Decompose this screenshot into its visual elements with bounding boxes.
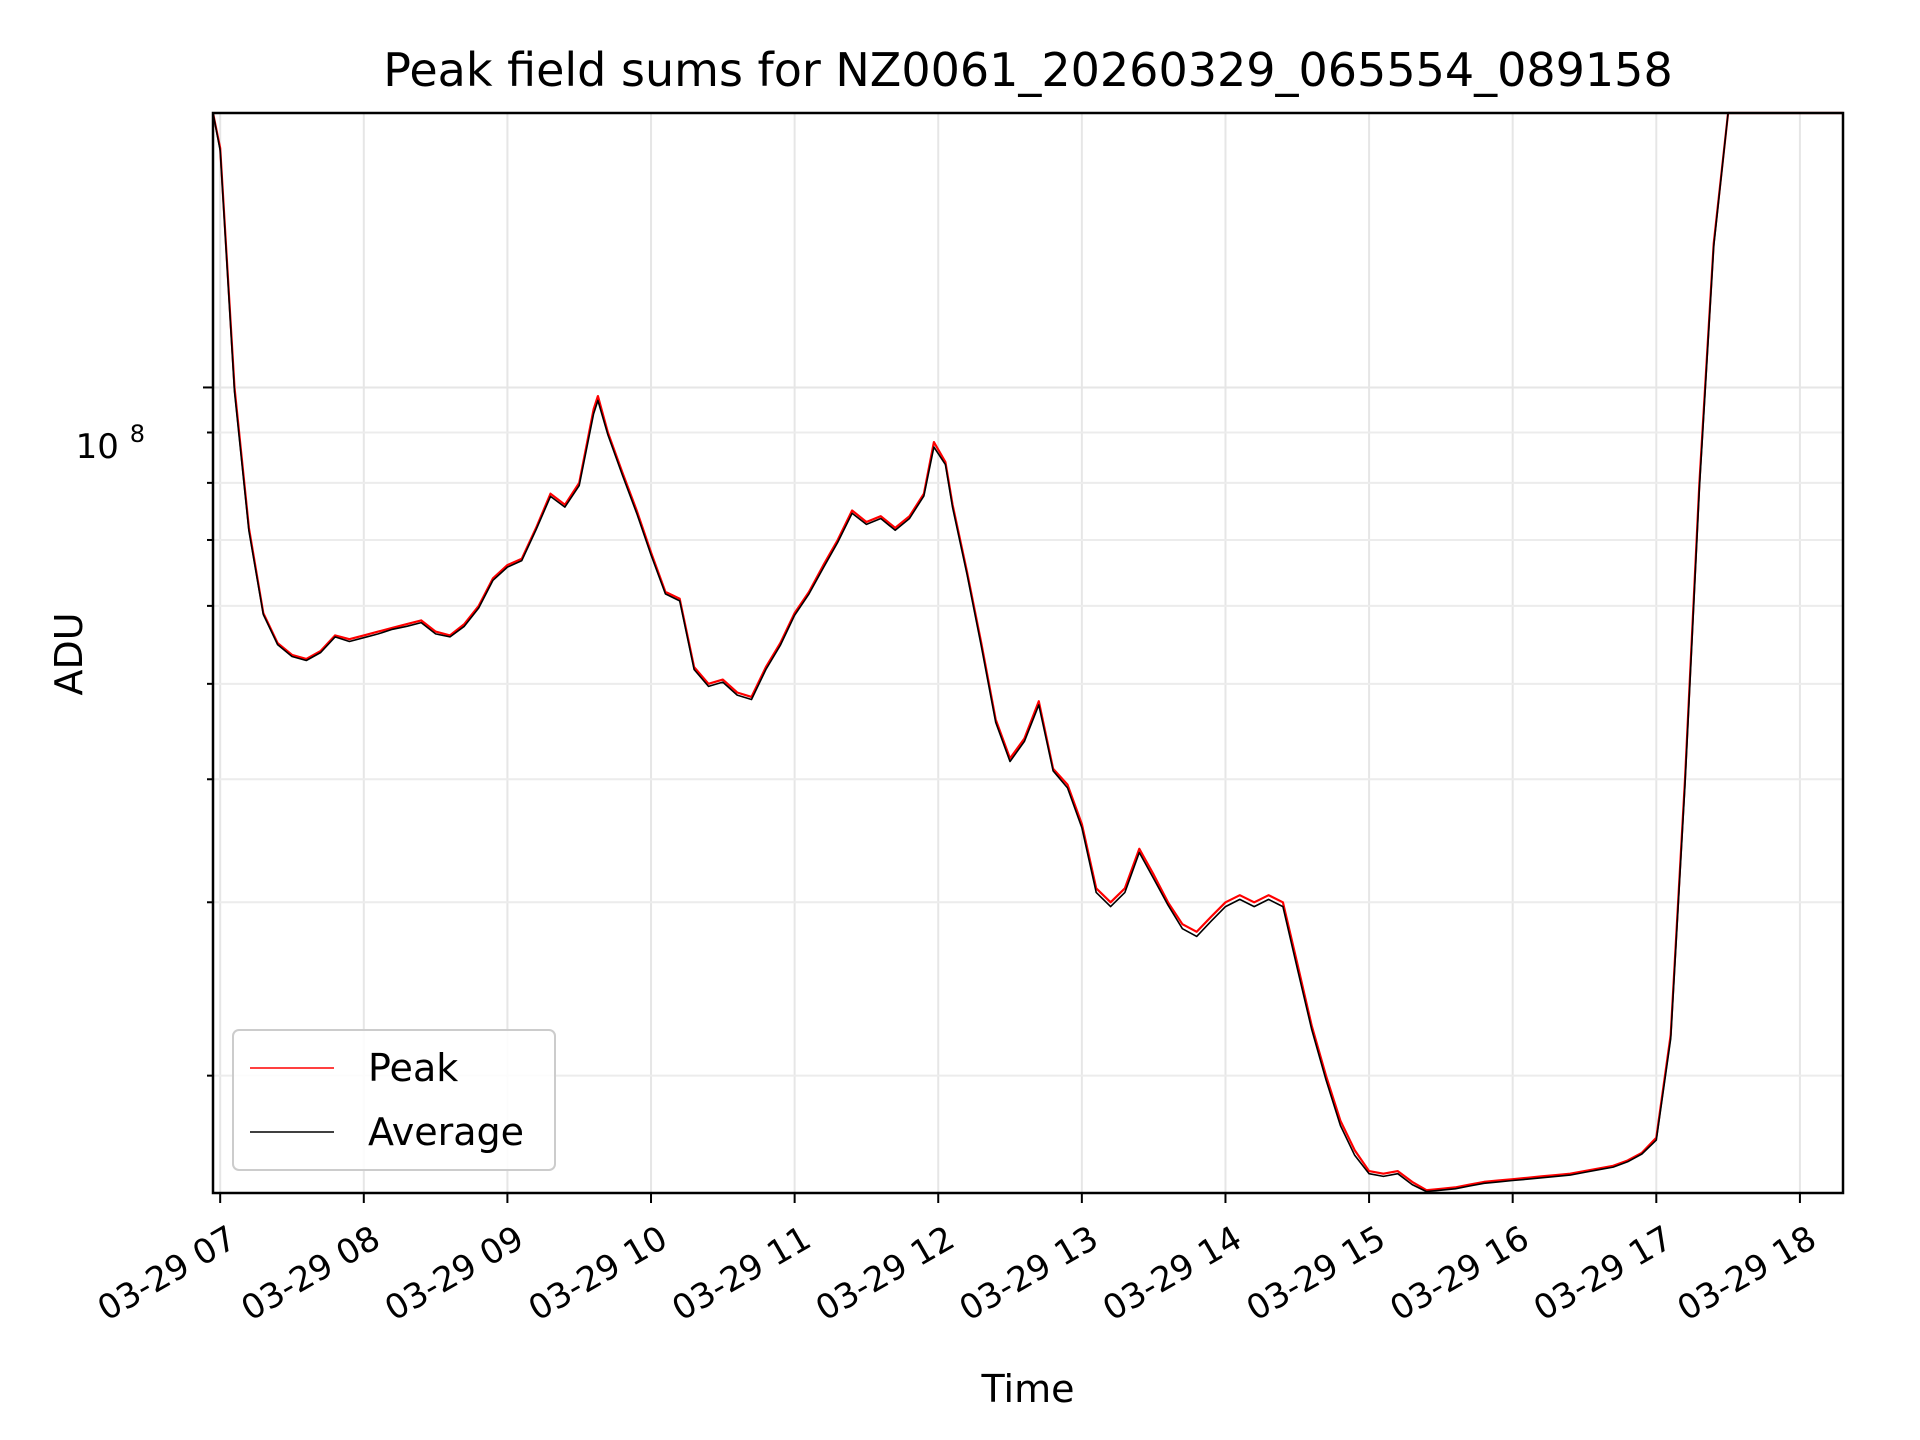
legend-box [232, 1029, 556, 1171]
y-tick-base: 10 [76, 427, 119, 467]
legend-average-label: Average [368, 1110, 524, 1154]
plot-frame [211, 111, 1845, 1195]
y-axis-label: ADU [47, 612, 91, 695]
series-line-average [212, 112, 1843, 1193]
legend-peak-label: Peak [368, 1046, 458, 1090]
series-line-peak [211, 111, 1843, 1192]
series-layer [211, 111, 1843, 1193]
x-axis-label: Time [981, 1367, 1075, 1411]
y-tick-label-1e8: 10 8 [76, 420, 145, 467]
y-tick-exponent: 8 [130, 420, 145, 448]
svg-text:10 8: 10 8 [76, 420, 145, 467]
legend: Peak Average [232, 1029, 556, 1171]
grid-layer [213, 113, 1843, 1193]
chart-title: Peak field sums for NZ0061_20260329_0655… [383, 43, 1672, 97]
